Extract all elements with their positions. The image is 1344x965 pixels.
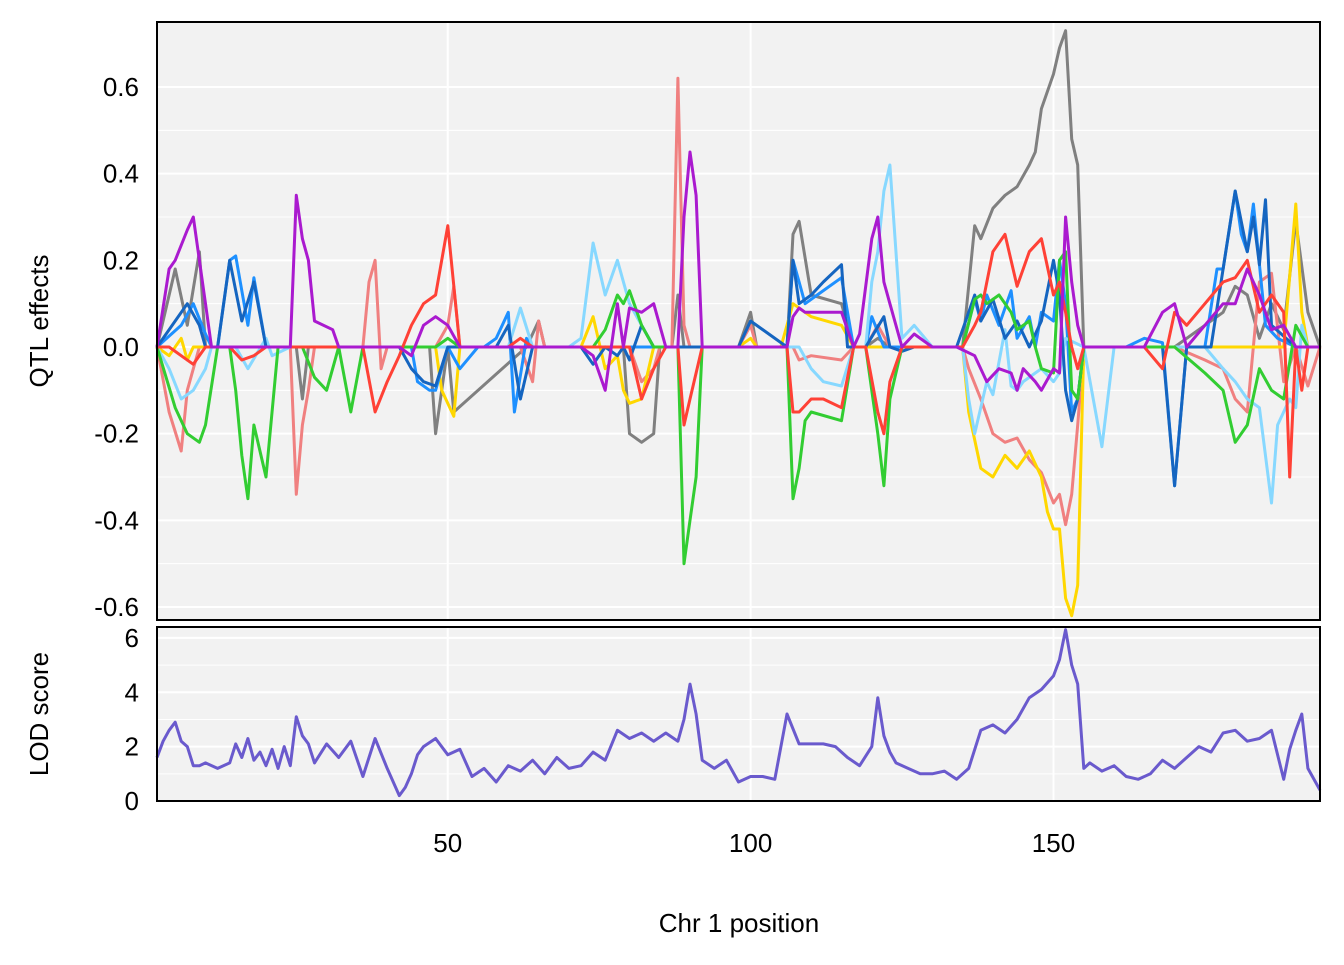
bottom-y-tick-label: 0: [125, 786, 139, 816]
top-panel-background: [157, 22, 1320, 620]
top-y-tick-label: 0.0: [103, 332, 139, 362]
x-tick-label: 100: [729, 828, 772, 858]
top-y-tick-label: 0.6: [103, 72, 139, 102]
top-y-tick-label: 0.2: [103, 245, 139, 275]
top-panel-border: [156, 21, 1321, 621]
top-panel-series-lines: [155, 29, 1322, 618]
effect-series-line-8: [155, 150, 1320, 392]
top-y-tick-label: -0.2: [94, 419, 139, 449]
bottom-panel-series-lines: [155, 628, 1322, 798]
bottom-panel-x-ticks: 50 100 150: [433, 828, 1075, 858]
top-panel-effects: -0.6 -0.4 -0.2 0.0 0.2 0.4 0.6 QTL effects: [24, 21, 1322, 622]
effect-series-line-2: [156, 202, 1320, 618]
top-y-tick-label: -0.4: [94, 505, 139, 535]
top-panel-y-axis-label: QTL effects: [24, 255, 54, 388]
top-panel-y-ticks: -0.6 -0.4 -0.2 0.0 0.2 0.4 0.6: [94, 72, 139, 622]
bottom-panel-y-ticks: 0 2 4 6: [125, 623, 139, 816]
bottom-panel-lod: 0 2 4 6 50 100 150 LOD score Chr 1 position: [24, 623, 1322, 938]
bottom-y-tick-label: 4: [125, 677, 139, 707]
x-tick-label: 150: [1032, 828, 1075, 858]
bottom-y-tick-label: 2: [125, 732, 139, 762]
lod-series-line-0: [155, 628, 1322, 798]
bottom-panel-y-axis-label: LOD score: [24, 652, 54, 776]
effect-series-line-5: [155, 189, 1320, 488]
effect-series-line-6: [155, 250, 1320, 566]
top-y-tick-label: -0.6: [94, 592, 139, 622]
bottom-panel-border: [156, 626, 1321, 802]
x-tick-label: 50: [433, 828, 462, 858]
x-axis-label: Chr 1 position: [659, 908, 819, 938]
top-y-tick-label: 0.4: [103, 159, 139, 189]
bottom-panel-background: [157, 627, 1320, 801]
bottom-y-tick-label: 6: [125, 623, 139, 653]
